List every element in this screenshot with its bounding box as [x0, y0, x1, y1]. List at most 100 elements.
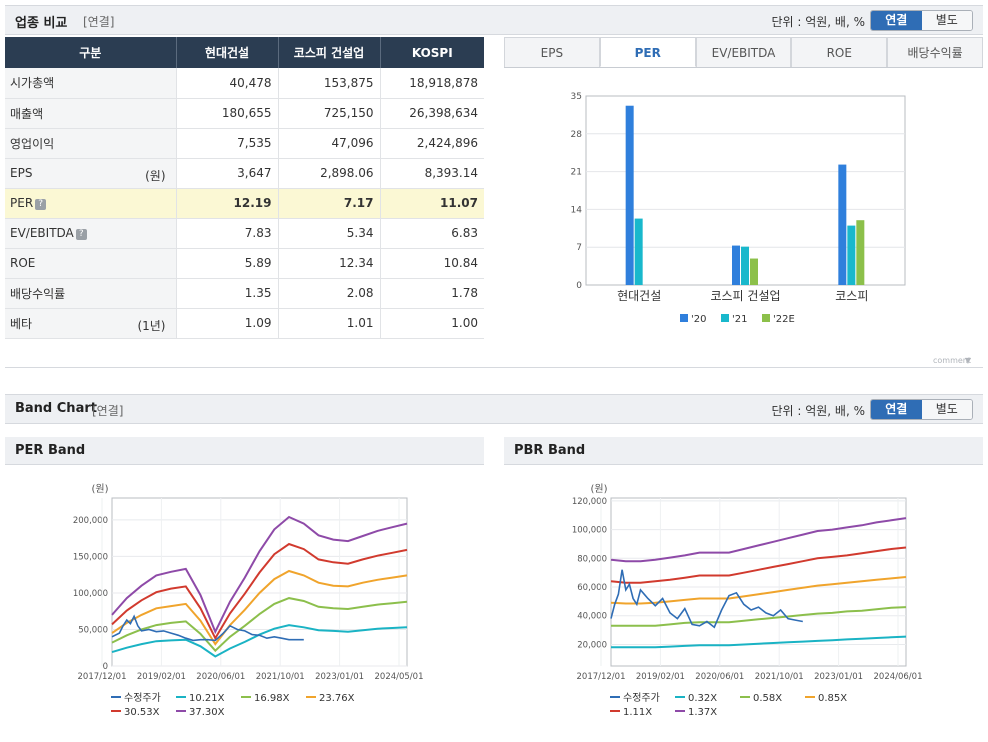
- band-line: [111, 515, 408, 635]
- x-tick-label: 코스피 건설업: [710, 289, 780, 303]
- table-cell: 18,918,878: [380, 68, 484, 99]
- tab-roe[interactable]: ROE: [791, 37, 888, 67]
- band-chart-header: Band Chart [연결] 단위 : 억원, 배, % 연결 별도: [5, 394, 983, 424]
- tab-per[interactable]: PER: [599, 37, 696, 67]
- comparison-table: 구분 현대건설 코스피 건설업 KOSPI 시가총액 40,478 153,87…: [5, 37, 484, 339]
- question-icon[interactable]: ?: [35, 199, 47, 210]
- y-axis-unit: (원): [91, 483, 108, 495]
- table-cell: 7.17: [278, 188, 381, 219]
- y-tick-label: 20,000: [577, 640, 607, 650]
- consolidated-button[interactable]: 연결: [871, 400, 922, 419]
- table-cell: 1.01: [278, 308, 381, 339]
- table-cell: 12.19: [176, 188, 279, 219]
- table-cell: 2,898.06: [278, 158, 381, 189]
- legend-label: 1.37X: [688, 707, 717, 718]
- column-header: 코스피 건설업: [278, 37, 381, 68]
- per-bar-chart: 0 7 14 21 28 35 현대건설 코스피 건설업 코스피 '20 '21 '22E: [571, 92, 906, 325]
- y-tick-label: 28: [571, 130, 583, 140]
- x-tick-label: 2020/06/01: [695, 672, 744, 682]
- row-label: 배당수익률: [5, 278, 177, 309]
- y-tick-label: 0: [576, 281, 582, 291]
- row-label-text: EPS: [10, 166, 33, 180]
- row-label: 시가총액: [5, 68, 177, 99]
- table-cell: 1.00: [380, 308, 484, 339]
- table-row: ROE 5.89 12.34 10.84: [5, 248, 484, 279]
- legend-label: 23.76X: [319, 693, 355, 704]
- table-row: 영업이익 7,535 47,096 2,424,896: [5, 128, 484, 159]
- legend-label: 0.58X: [753, 693, 782, 704]
- row-label-text: 영업이익: [10, 136, 55, 151]
- x-tick-label: 2019/02/01: [636, 672, 685, 682]
- separate-button[interactable]: 별도: [921, 400, 972, 419]
- table-cell: 2,424,896: [380, 128, 484, 159]
- table-row: 베타 (1년) 1.09 1.01 1.00: [5, 308, 484, 339]
- y-tick-label: 35: [571, 92, 582, 102]
- row-label: 베타 (1년): [5, 308, 177, 339]
- band-line: [111, 569, 408, 646]
- legend-label: '20: [691, 314, 706, 325]
- table-cell: 10.84: [380, 248, 484, 279]
- bar: [741, 246, 749, 285]
- band-line: [111, 542, 408, 641]
- table-cell: 47,096: [278, 128, 381, 159]
- metric-tabs: EPS PER EV/EBITDA ROE 배당수익률: [504, 37, 983, 68]
- table-cell: 180,655: [176, 98, 279, 129]
- band-line: [610, 517, 907, 563]
- comment-bar: comment ▼: [5, 354, 983, 368]
- column-header: 구분: [5, 37, 177, 68]
- x-tick-label: 2023/01/01: [315, 672, 364, 682]
- y-tick-label: 80,000: [577, 554, 607, 564]
- column-header: KOSPI: [380, 37, 484, 68]
- legend-label: 1.11X: [623, 707, 652, 718]
- band-line: [111, 597, 408, 653]
- table-cell: 5.89: [176, 248, 279, 279]
- legend-swatch: [762, 314, 770, 322]
- y-tick-label: 0: [103, 662, 108, 672]
- tab-dividend-yield[interactable]: 배당수익률: [887, 37, 983, 67]
- row-label: 영업이익: [5, 128, 177, 159]
- separate-button[interactable]: 별도: [921, 11, 972, 30]
- x-tick-label: 2017/12/01: [78, 672, 127, 682]
- comment-label: comment: [932, 356, 971, 365]
- bar: [625, 105, 634, 285]
- table-cell: 3,647: [176, 158, 279, 189]
- row-label: ROE: [5, 248, 177, 279]
- table-cell: 725,150: [278, 98, 381, 129]
- unit-label: 단위 : 억원, 배, %: [771, 404, 865, 418]
- row-label: PER?: [5, 188, 177, 219]
- row-label-text: 시가총액: [10, 76, 55, 91]
- price-line: [610, 569, 803, 629]
- legend-label: '22E: [773, 314, 795, 325]
- section-title: Band Chart: [15, 401, 97, 416]
- tab-ev-ebitda[interactable]: EV/EBITDA: [695, 37, 792, 67]
- price-line: [111, 614, 304, 642]
- y-tick-label: 21: [571, 168, 582, 178]
- legend-label: 수정주가: [124, 692, 161, 704]
- row-unit: (1년): [137, 318, 166, 333]
- row-label: EPS (원): [5, 158, 177, 189]
- consolidated-button[interactable]: 연결: [871, 11, 922, 30]
- tab-eps[interactable]: EPS: [504, 37, 600, 67]
- x-tick-label: 2021/10/01: [256, 672, 305, 682]
- y-tick-label: 7: [576, 243, 582, 253]
- row-label-text: 배당수익률: [10, 286, 66, 301]
- y-tick-label: 120,000: [572, 497, 607, 507]
- y-tick-label: 40,000: [577, 612, 607, 622]
- y-tick-label: 100,000: [73, 589, 108, 599]
- x-tick-label: 코스피: [835, 289, 868, 303]
- consolidated-tag: [연결]: [92, 404, 124, 418]
- table-cell: 2.08: [278, 278, 381, 309]
- y-tick-label: 50,000: [78, 625, 108, 635]
- table-cell: 153,875: [278, 68, 381, 99]
- question-icon[interactable]: ?: [75, 229, 87, 240]
- row-label: 매출액: [5, 98, 177, 129]
- legend-label: 0.85X: [818, 693, 847, 704]
- band-line: [610, 576, 907, 605]
- legend-swatch: [680, 314, 688, 322]
- x-tick-label: 2019/02/01: [137, 672, 186, 682]
- table-cell: 7.83: [176, 218, 279, 249]
- y-tick-label: 60,000: [577, 583, 607, 593]
- y-axis-unit: (원): [590, 483, 607, 495]
- row-label: EV/EBITDA?: [5, 218, 177, 249]
- row-label-text: 매출액: [10, 106, 44, 121]
